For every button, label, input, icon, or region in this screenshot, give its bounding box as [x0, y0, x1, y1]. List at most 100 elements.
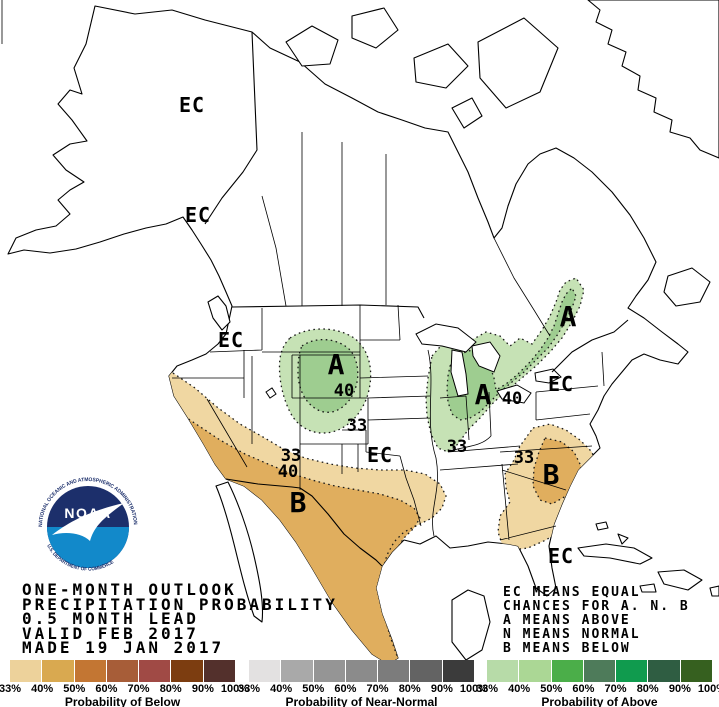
- map-label-northeast: A: [560, 300, 577, 333]
- map-label-central-plains: EC: [367, 443, 393, 467]
- colorbar-swatch: [139, 660, 171, 682]
- colorbar-tick-label: 100%: [220, 683, 250, 695]
- map-label-mid-atlantic: EC: [548, 372, 574, 396]
- colorbar-swatch: [171, 660, 203, 682]
- colorbar-tick-label: 33%: [0, 683, 22, 695]
- colorbar-swatches: [249, 660, 474, 682]
- noaa-acronym: NOAA: [64, 505, 111, 521]
- colorbar-swatch: [42, 660, 74, 682]
- colorbar-tick-label: 40%: [508, 683, 531, 695]
- colorbar-caption: Probability of Near-Normal: [285, 695, 438, 707]
- colorbar-tick-label: 100%: [697, 683, 719, 695]
- map-label-florida: EC: [548, 544, 574, 568]
- bahamas-1: [595, 521, 609, 531]
- above-normal-40-great-lakes-northeast: [447, 288, 576, 420]
- puerto-rico: [709, 585, 719, 597]
- colorbar-swatch: [106, 660, 139, 682]
- colorbar-ticks: 33% 40% 50% 60% 70% 80% 90% 100%: [0, 682, 249, 695]
- colorbar-swatch: [519, 660, 551, 682]
- bahamas-2: [617, 533, 629, 545]
- map-label-southwest-33: 33: [281, 446, 301, 466]
- colorbar-tick-label: 40%: [31, 683, 54, 695]
- colorbar-swatch: [281, 660, 313, 682]
- colorbar-swatches: [10, 660, 235, 682]
- baja-california: [215, 481, 264, 623]
- colorbar-tick-label: 50%: [540, 683, 563, 695]
- colorbar-tick-label: 50%: [302, 683, 325, 695]
- colorbar-swatch: [345, 660, 378, 682]
- colorbar-tick-label: 60%: [572, 683, 595, 695]
- great-lakes: [265, 323, 562, 404]
- colorbar-below: 33% 40% 50% 60% 70% 80% 90% 100% Probability of …: [0, 660, 249, 707]
- outlook-title: ONE-MONTH OUTLOOK PRECIPITATION PROBABIL…: [22, 580, 338, 657]
- colorbar-swatch: [74, 660, 106, 682]
- colorbar-tick-label: 60%: [334, 683, 357, 695]
- colorbar-swatch: [10, 660, 42, 682]
- colorbar-tick-label: 60%: [95, 683, 118, 695]
- colorbar-tick-label: 70%: [604, 683, 627, 695]
- colorbar-swatch: [203, 660, 235, 682]
- hispaniola: [657, 569, 703, 591]
- colorbar-tick-label: 33%: [237, 683, 261, 695]
- colorbar-tick-label: 70%: [366, 683, 389, 695]
- jamaica: [639, 583, 657, 593]
- colorbar-caption: Probability of Below: [64, 695, 181, 707]
- baffin-island: [477, 17, 559, 109]
- colorbar-swatch: [378, 660, 410, 682]
- state-borders: [172, 304, 605, 541]
- map-label-southeast-33: 33: [514, 448, 534, 468]
- map-label-great-lakes-40: 40: [502, 389, 522, 409]
- colorbar-swatch: [583, 660, 616, 682]
- colorbar-swatch: [487, 660, 519, 682]
- colorbar-tick-label: 90%: [191, 683, 214, 695]
- map-label-southwest-40: 40: [278, 462, 298, 482]
- colorbar-tick-label: 100%: [459, 683, 489, 695]
- colorbar-swatch: [616, 660, 648, 682]
- map-label-alaska-panhandle: EC: [185, 203, 211, 227]
- arctic-island-2: [351, 7, 399, 49]
- colorbar-above: 33% 40% 50% 60% 70% 80% 90% 100% Probability of …: [476, 660, 719, 707]
- colorbar-tick-label: 80%: [159, 683, 182, 695]
- colorbar-tick-label: 90%: [430, 683, 453, 695]
- colorbar-tick-label: 33%: [475, 683, 499, 695]
- colorbar-near-normal: 33% 40% 50% 60% 70% 80% 90% 100% Probability of …: [238, 660, 488, 707]
- map-label-southeast: B: [543, 458, 560, 491]
- seagull-icon: [52, 503, 124, 541]
- above-normal-40-northern-plains: [298, 339, 358, 413]
- noaa-logo: NOAA NATIONAL OCEANIC AND ATMOSPHERIC AD…: [37, 476, 139, 578]
- colorbar-tick-label: 40%: [270, 683, 293, 695]
- greenland: [587, 0, 719, 159]
- southampton-island: [451, 97, 483, 129]
- colorbar-swatch: [249, 660, 281, 682]
- colorbar-caption: Probability of Above: [541, 695, 658, 707]
- arctic-island-1: [285, 25, 339, 67]
- colorbar-swatches: [487, 660, 712, 682]
- islands: [207, 0, 719, 661]
- map-label-pacific-northwest: EC: [218, 328, 244, 352]
- yucatan: [451, 589, 491, 661]
- colorbar-swatch: [551, 660, 583, 682]
- colorbar-tick-label: 50%: [63, 683, 86, 695]
- colorbar-tick-label: 70%: [127, 683, 150, 695]
- map-label-great-lakes-33: 33: [447, 437, 467, 457]
- map-label-southwest: B: [290, 486, 307, 519]
- province-borders: [261, 132, 551, 337]
- below-normal-40-southeast: [533, 438, 581, 504]
- noaa-logo-lower-disc: [47, 527, 129, 568]
- arctic-island-3: [413, 43, 469, 89]
- map-label-great-lakes: A: [475, 378, 492, 411]
- colorbar-ticks: 33% 40% 50% 60% 70% 80% 90% 100%: [476, 682, 719, 695]
- colorbar-tick-label: 80%: [398, 683, 421, 695]
- colorbar-swatch: [680, 660, 712, 682]
- map-label-northern-plains: A: [328, 348, 345, 381]
- map-label-northern-plains-33: 33: [347, 416, 367, 436]
- colorbar-swatch: [648, 660, 680, 682]
- cuba: [577, 543, 653, 565]
- colorbar-swatch: [410, 660, 442, 682]
- legend-note: EC MEANS EQUAL CHANCES FOR A. N. B A MEA…: [503, 585, 690, 656]
- colorbar-tick-label: 90%: [668, 683, 691, 695]
- newfoundland: [663, 267, 711, 307]
